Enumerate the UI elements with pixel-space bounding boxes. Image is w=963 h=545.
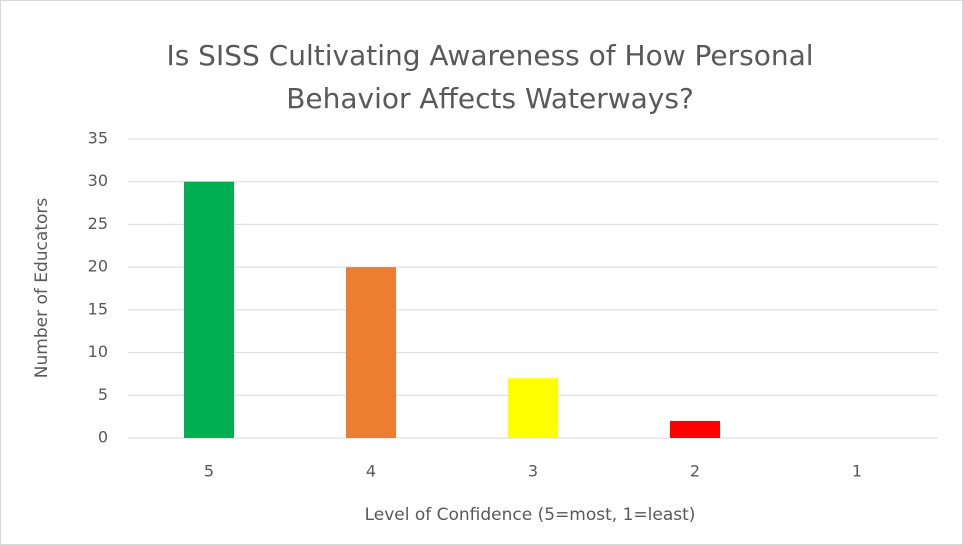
y-tick-label: 0 bbox=[98, 428, 108, 447]
y-tick-label: 10 bbox=[88, 342, 108, 361]
bar bbox=[508, 378, 558, 438]
chart-title: Is SISS Cultivating Awareness of How Per… bbox=[166, 39, 813, 72]
bar bbox=[346, 267, 396, 438]
x-tick-label: 1 bbox=[852, 462, 862, 481]
chart-title: Behavior Affects Waterways? bbox=[286, 82, 694, 115]
y-tick-label: 15 bbox=[88, 299, 108, 318]
y-tick-label: 35 bbox=[88, 129, 108, 148]
y-tick-label: 20 bbox=[88, 257, 108, 276]
bar bbox=[184, 181, 234, 438]
x-axis-title: Level of Confidence (5=most, 1=least) bbox=[365, 505, 696, 525]
x-tick-label: 5 bbox=[204, 462, 214, 481]
y-tick-label: 5 bbox=[98, 385, 108, 404]
x-tick-label: 3 bbox=[528, 462, 538, 481]
y-tick-label: 25 bbox=[88, 214, 108, 233]
x-tick-label: 4 bbox=[366, 462, 376, 481]
bar bbox=[670, 420, 720, 438]
x-tick-label: 2 bbox=[690, 462, 700, 481]
y-axis-title: Number of Educators bbox=[32, 198, 52, 379]
y-tick-label: 30 bbox=[88, 171, 108, 190]
